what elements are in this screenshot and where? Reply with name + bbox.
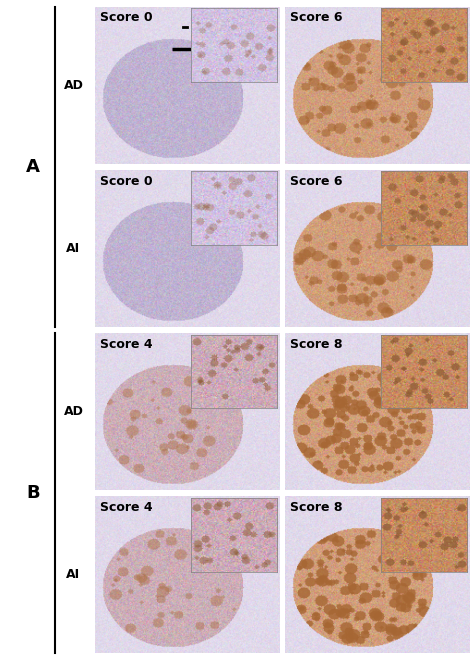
Text: Score 4: Score 4 bbox=[100, 338, 153, 351]
Text: AD: AD bbox=[64, 79, 83, 92]
Text: Score 8: Score 8 bbox=[291, 501, 343, 514]
Text: Score 0: Score 0 bbox=[100, 175, 153, 187]
Text: Score 6: Score 6 bbox=[291, 11, 343, 24]
Text: Score 6: Score 6 bbox=[291, 175, 343, 187]
Text: Score 4: Score 4 bbox=[100, 501, 153, 514]
Text: AD: AD bbox=[64, 405, 83, 418]
Text: AI: AI bbox=[66, 242, 81, 255]
Text: AI: AI bbox=[66, 568, 81, 581]
Text: B: B bbox=[27, 484, 40, 502]
Text: A: A bbox=[26, 158, 40, 176]
Text: Score 8: Score 8 bbox=[291, 338, 343, 351]
Text: Score 0: Score 0 bbox=[100, 11, 153, 24]
